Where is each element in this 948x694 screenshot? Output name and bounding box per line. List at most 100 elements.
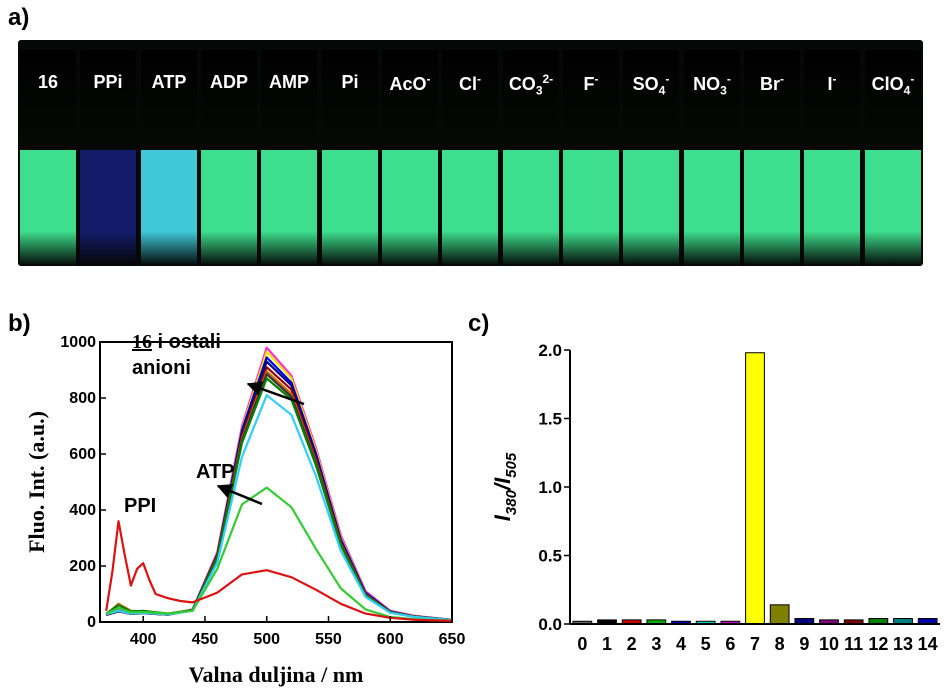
- spectrum-line-9: [105, 486, 453, 622]
- x-tick-label: 9: [799, 634, 809, 654]
- x-tick-label: 13: [893, 634, 913, 654]
- y-axis-label-part: /I: [490, 477, 515, 491]
- vials-photo: 16 PPi ATP ADP AMP Pi AcO- Cl- CO32- F- SO4- NO3- Br…: [18, 40, 923, 266]
- x-tick-label: 3: [651, 634, 661, 654]
- vial-label-text: PPi: [93, 72, 123, 92]
- vial-label-superscript: -: [910, 72, 915, 86]
- vial-label-text: CO: [508, 74, 536, 94]
- x-tick-label: 500: [253, 631, 280, 648]
- vial-label-text: ATP: [151, 72, 187, 92]
- y-tick-label: 0.5: [538, 547, 562, 566]
- vial-13: [804, 50, 860, 266]
- plot-frame: [99, 341, 453, 623]
- vial-label-text: AMP: [269, 72, 309, 92]
- vial-label-0: 16: [18, 72, 82, 93]
- vial-label-superscript: -: [426, 72, 431, 86]
- y-axis-label-subscript: 380: [503, 489, 520, 515]
- vial-label-3: ADP: [195, 72, 263, 93]
- y-tick-label: 1.5: [538, 410, 562, 429]
- y-tick-label: 0.0: [538, 615, 562, 634]
- x-tick-label: 14: [918, 634, 938, 654]
- x-tick-label: 450: [192, 631, 219, 648]
- vial-label-superscript: 2-: [542, 72, 554, 86]
- vial-label-text: SO: [632, 74, 659, 94]
- vial-12: [744, 50, 800, 266]
- annotation-others-text: i ostali: [152, 331, 221, 353]
- y-axis-label-subscript: 505: [503, 452, 520, 478]
- x-tick-label: 650: [439, 631, 466, 648]
- vial-14: [865, 50, 921, 266]
- spectrum-line-7: [105, 377, 453, 622]
- annotation-compound-number: 16: [132, 331, 152, 353]
- y-tick-label: 1.0: [538, 478, 562, 497]
- annotation-others-line2: anioni: [132, 357, 191, 379]
- vial-3: [201, 50, 257, 266]
- vial-label-text: NO: [693, 74, 721, 94]
- vial-11: [684, 50, 740, 266]
- x-tick-label: 4: [676, 634, 686, 654]
- y-tick-label: 400: [69, 502, 96, 519]
- y-tick-label: 2.0: [538, 341, 562, 360]
- vial-label-text: ClO: [871, 74, 904, 94]
- vial-10: [623, 50, 679, 266]
- vial-5: [322, 50, 378, 266]
- vial-label-superscript: -: [477, 72, 481, 86]
- vial-label-1: PPi: [74, 72, 142, 93]
- x-axis-label: Valna duljina / nm: [189, 662, 364, 687]
- annotation-ppi: PPI: [124, 495, 156, 517]
- y-axis-label: I380/I505: [490, 452, 520, 521]
- vial-label-7: Cl-: [436, 72, 504, 95]
- vial-2: [141, 50, 197, 266]
- bar-8: [769, 604, 790, 625]
- spectrum-line-1: [105, 350, 453, 621]
- x-tick-label: 11: [844, 634, 863, 654]
- vial-label-superscript: -: [832, 72, 837, 86]
- panel-label-a: a): [8, 4, 30, 31]
- arrow-atp: [216, 484, 263, 506]
- x-tick-label: 10: [819, 634, 839, 654]
- vial-label-subscript: 3: [720, 83, 727, 98]
- vial-label-superscript: -: [726, 72, 731, 86]
- bar-7: [745, 352, 765, 625]
- x-tick-label: 1: [602, 634, 612, 654]
- y-axis-label-part: I: [490, 514, 515, 521]
- vial-label-superscript: -: [780, 72, 784, 86]
- vial-label-subscript: 4: [903, 83, 911, 98]
- x-tick-label: 12: [868, 634, 888, 654]
- vial-1: [80, 50, 136, 266]
- intensity-ratio-bar-chart: 0.00.51.01.52.00 1 2 3 4 5 6 7 8 9 10 11 12 13 14I380/…: [490, 341, 940, 654]
- vial-label-12: Br-: [738, 72, 806, 95]
- y-tick-label: 200: [69, 558, 96, 575]
- fluorescence-spectra-chart: 400 450 500 550 600 650 0 200 400 600 800 1000 Valna…: [24, 331, 466, 687]
- vial-0: [20, 50, 76, 266]
- x-tick-label: 8: [775, 634, 785, 654]
- vial-label-subscript: 3: [535, 83, 543, 98]
- panel-label-c: c): [468, 310, 490, 337]
- x-tick-label: 600: [377, 631, 404, 648]
- vial-label-text: F: [583, 74, 595, 94]
- vial-label-text: ADP: [209, 72, 248, 92]
- vial-label-11: NO3-: [678, 72, 746, 98]
- y-tick-label: 800: [69, 390, 96, 407]
- vial-label-text: AcO: [389, 74, 427, 94]
- y-tick-label: 0: [87, 614, 96, 631]
- vial-6: [382, 50, 438, 266]
- x-tick-label: 0: [577, 634, 587, 654]
- vial-label-superscript: -: [594, 72, 599, 86]
- panel-label-b: b): [8, 310, 31, 337]
- x-tick-label: 400: [130, 631, 157, 648]
- vial-label-subscript: 4: [658, 83, 666, 98]
- vial-label-13: I-: [798, 72, 866, 95]
- vial-label-text: 16: [37, 72, 59, 92]
- spectrum-line-2: [105, 356, 453, 621]
- vial-label-9: F-: [557, 72, 625, 95]
- y-tick-label: 1000: [60, 334, 96, 351]
- vial-7: [442, 50, 498, 266]
- vial-label-5: Pi: [316, 72, 384, 93]
- x-tick-label: 550: [315, 631, 342, 648]
- annotation-others-line1: 16 i ostali: [132, 331, 221, 353]
- vial-label-text: Br: [759, 74, 780, 94]
- x-tick-label: 6: [725, 634, 735, 654]
- vial-label-superscript: -: [665, 72, 670, 86]
- vial-4: [261, 50, 317, 266]
